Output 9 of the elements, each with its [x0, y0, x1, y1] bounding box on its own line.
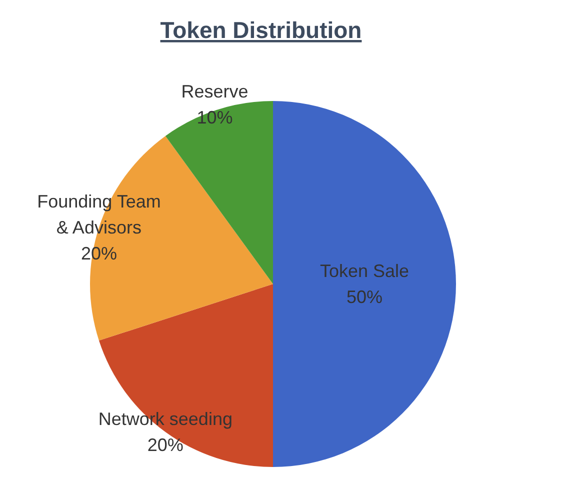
- pie-slice: [273, 101, 456, 467]
- slice-label: Token Sale: [320, 261, 410, 281]
- data-label: 10%: [196, 108, 233, 128]
- data-label: 50%: [346, 287, 383, 307]
- chart-title: Token Distribution: [160, 17, 362, 43]
- data-label: 20%: [147, 435, 184, 456]
- pie-slice: [165, 101, 273, 284]
- pie-slice: [98, 284, 273, 467]
- slice-label: Reserve: [181, 82, 248, 102]
